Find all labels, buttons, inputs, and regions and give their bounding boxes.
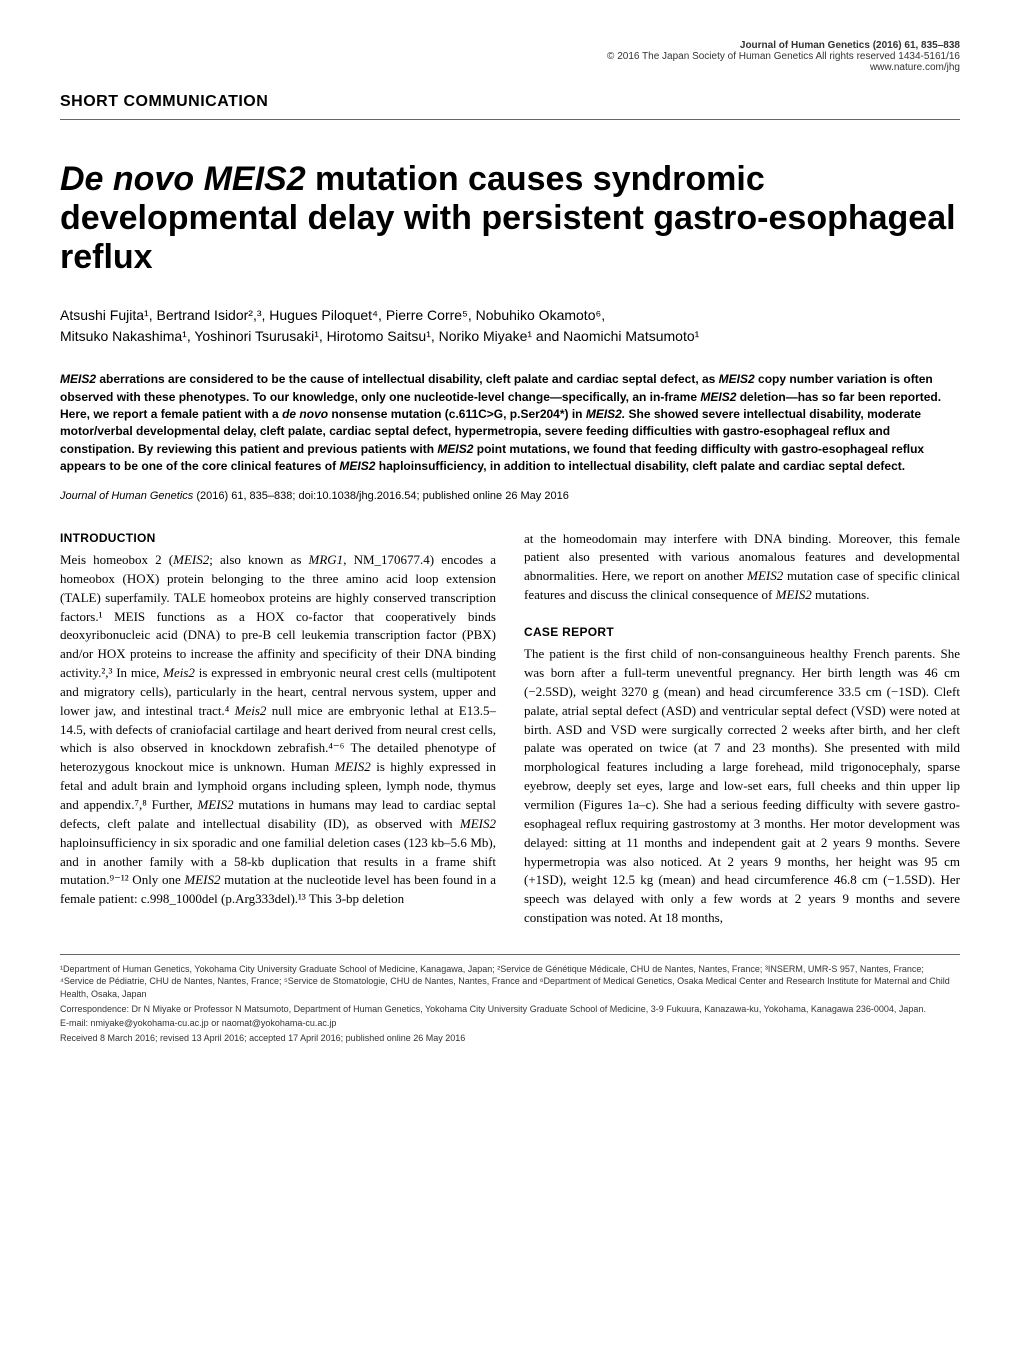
right-column: at the homeodomain may interfere with DN…: [524, 530, 960, 928]
intro-meis2-2: Meis2: [163, 665, 195, 680]
introduction-heading: INTRODUCTION: [60, 530, 496, 547]
introduction-paragraph: Meis homeobox 2 (MEIS2; also known as MR…: [60, 551, 496, 909]
intro-t3: , NM_170677.4) encodes a homeobox (HOX) …: [60, 552, 496, 680]
affiliations-list: ¹Department of Human Genetics, Yokohama …: [60, 963, 960, 1001]
abstract-denovo: de novo: [282, 407, 328, 421]
intro-meis2-5: MEIS2: [197, 797, 233, 812]
col2-t3: mutations.: [812, 587, 870, 602]
copyright-line: © 2016 The Japan Society of Human Geneti…: [60, 51, 960, 62]
abstract-meis2-2: MEIS2: [719, 372, 755, 386]
article-title: De novo MEIS2 mutation causes syndromic …: [60, 160, 960, 277]
case-report-paragraph: The patient is the first child of non-co…: [524, 645, 960, 928]
abstract-meis2-3: MEIS2: [700, 390, 736, 404]
intro-meis2-6: MEIS2: [460, 816, 496, 831]
affiliations-block: ¹Department of Human Genetics, Yokohama …: [60, 963, 960, 1045]
col2-meis2-2: MEIS2: [776, 587, 812, 602]
col2-meis2-1: MEIS2: [747, 568, 783, 583]
footer-divider: [60, 954, 960, 955]
abstract-meis2-5: MEIS2.: [586, 407, 625, 421]
case-report-heading: CASE REPORT: [524, 624, 960, 641]
title-divider: [60, 119, 960, 120]
intro-meis2-3: Meis2: [235, 703, 267, 718]
authors-line2: Mitsuko Nakashima¹, Yoshinori Tsurusaki¹…: [60, 328, 699, 344]
abstract: MEIS2 aberrations are considered to be t…: [60, 371, 960, 475]
intro-continuation: at the homeodomain may interfere with DN…: [524, 530, 960, 605]
intro-t2: ; also known as: [209, 552, 308, 567]
intro-t1: Meis homeobox 2 (: [60, 552, 173, 567]
abstract-t4: nonsense mutation (c.611C>G, p.Ser204*) …: [328, 407, 586, 421]
left-column: INTRODUCTION Meis homeobox 2 (MEIS2; als…: [60, 530, 496, 928]
intro-meis2-4: MEIS2: [335, 759, 371, 774]
correspondence-line: Correspondence: Dr N Miyake or Professor…: [60, 1003, 960, 1016]
abstract-meis2-1: MEIS2: [60, 372, 96, 386]
citation-journal: Journal of Human Genetics: [60, 490, 193, 502]
abstract-meis2-7: MEIS2: [339, 459, 375, 473]
received-line: Received 8 March 2016; revised 13 April …: [60, 1032, 960, 1045]
email-line: E-mail: nmiyake@yokohama-cu.ac.jp or nao…: [60, 1017, 960, 1030]
two-column-body: INTRODUCTION Meis homeobox 2 (MEIS2; als…: [60, 530, 960, 928]
abstract-t7: haploinsufficiency, in addition to intel…: [375, 459, 905, 473]
title-italic-part: De novo MEIS2: [60, 160, 306, 198]
intro-mrg1: MRG1: [309, 552, 344, 567]
citation-rest: (2016) 61, 835–838; doi:10.1038/jhg.2016…: [193, 490, 569, 502]
journal-name: Journal of Human Genetics (2016) 61, 835…: [60, 40, 960, 51]
citation-line: Journal of Human Genetics (2016) 61, 835…: [60, 490, 960, 502]
intro-meis2-1: MEIS2: [173, 552, 209, 567]
section-type: SHORT COMMUNICATION: [60, 93, 960, 111]
journal-url: www.nature.com/jhg: [60, 62, 960, 73]
intro-meis2-7: MEIS2: [184, 872, 220, 887]
journal-header: Journal of Human Genetics (2016) 61, 835…: [60, 40, 960, 73]
abstract-meis2-6: MEIS2: [437, 442, 473, 456]
author-list: Atsushi Fujita¹, Bertrand Isidor²,³, Hug…: [60, 305, 960, 347]
authors-line1: Atsushi Fujita¹, Bertrand Isidor²,³, Hug…: [60, 307, 605, 323]
abstract-t1: aberrations are considered to be the cau…: [96, 372, 719, 386]
